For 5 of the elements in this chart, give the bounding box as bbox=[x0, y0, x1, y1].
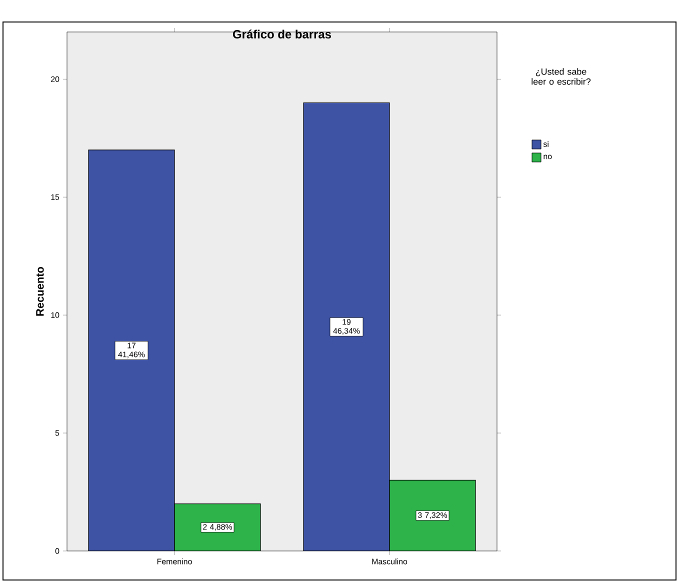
bar bbox=[389, 480, 476, 551]
chart-title: Gráfico de barras bbox=[232, 30, 331, 38]
bar bbox=[174, 504, 261, 551]
legend-title: ¿Usted sabe leer o escribir? bbox=[532, 68, 591, 85]
y-axis-title: Recuento bbox=[36, 266, 44, 316]
